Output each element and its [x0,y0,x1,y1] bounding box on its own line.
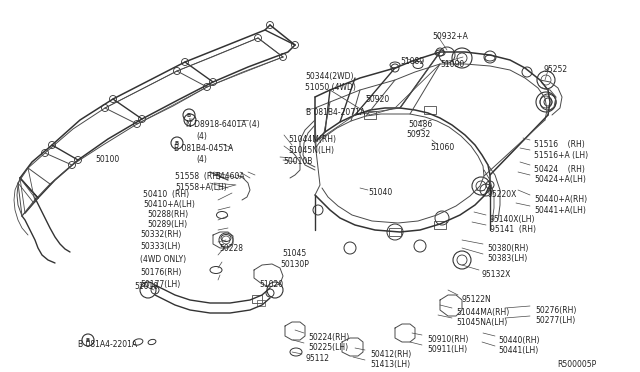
Text: (4): (4) [196,132,207,141]
Text: 51558  (RH): 51558 (RH) [175,172,221,181]
Text: 95122N: 95122N [462,295,492,304]
Text: 50441+A(LH): 50441+A(LH) [534,206,586,215]
Text: 50380(RH): 50380(RH) [487,244,529,253]
Text: N D8918-6401A (4): N D8918-6401A (4) [186,120,260,129]
Text: 50911(LH): 50911(LH) [427,345,467,354]
Text: 50486: 50486 [408,120,432,129]
Text: 50289(LH): 50289(LH) [147,220,187,229]
Text: 51045: 51045 [282,249,307,258]
Text: 51516    (RH): 51516 (RH) [534,140,585,149]
Text: 95132X: 95132X [482,270,511,279]
Text: 95112: 95112 [306,354,330,363]
Text: 50410+A(LH): 50410+A(LH) [143,200,195,209]
Text: 50441(LH): 50441(LH) [498,346,538,355]
Text: 50344(2WD): 50344(2WD) [305,72,353,81]
Text: 51050 (4WD): 51050 (4WD) [305,83,356,92]
Text: 95141  (RH): 95141 (RH) [490,225,536,234]
Bar [257,300,265,306]
Text: 51090: 51090 [440,60,464,69]
Text: 50412(RH): 50412(RH) [370,350,412,359]
Text: 50276(RH): 50276(RH) [535,306,577,315]
Text: 51045N(LH): 51045N(LH) [288,146,334,155]
Text: (4): (4) [196,155,207,164]
Text: 51413(LH): 51413(LH) [370,360,410,369]
Text: 51040: 51040 [368,188,392,197]
Bar [434,221,446,229]
Text: 50424+A(LH): 50424+A(LH) [534,175,586,184]
Text: B: B [175,141,179,145]
Text: 50100: 50100 [95,155,119,164]
Text: 95140X(LH): 95140X(LH) [490,215,536,224]
Text: B 081B4-0451A: B 081B4-0451A [174,144,233,153]
Bar [424,106,436,114]
Text: 50910(RH): 50910(RH) [427,335,468,344]
Text: 51020: 51020 [259,280,283,289]
Text: 50383(LH): 50383(LH) [487,254,527,263]
Text: 50130P: 50130P [280,260,309,269]
Text: 50010B: 50010B [283,157,312,166]
Text: 51516+A (LH): 51516+A (LH) [534,151,588,160]
Bar [364,111,376,119]
Text: 50920: 50920 [365,95,389,104]
Text: 51044M(RH): 51044M(RH) [288,135,336,144]
Text: 54460A: 54460A [215,172,244,181]
Text: 50424    (RH): 50424 (RH) [534,165,585,174]
Text: B: B [86,337,90,343]
Text: 51010: 51010 [134,282,158,291]
Text: 51044MA(RH): 51044MA(RH) [456,308,509,317]
Text: 50277(LH): 50277(LH) [535,316,575,325]
Text: 50440(RH): 50440(RH) [498,336,540,345]
Text: B 081A4-2201A: B 081A4-2201A [78,340,137,349]
Text: 51060: 51060 [430,143,454,152]
Text: 50288(RH): 50288(RH) [147,210,188,219]
Text: B: B [187,112,191,118]
Text: 50228: 50228 [219,244,243,253]
Text: 50176(RH): 50176(RH) [140,268,181,277]
Text: 50410  (RH): 50410 (RH) [143,190,189,199]
Text: 50177(LH): 50177(LH) [140,280,180,289]
Text: 50225(LH): 50225(LH) [308,343,348,352]
Text: B 081B4-2071A: B 081B4-2071A [306,108,365,117]
Bar [389,228,401,236]
Text: 51089: 51089 [400,57,424,66]
Bar [252,295,262,303]
Text: (4WD ONLY): (4WD ONLY) [140,255,186,264]
Text: 51558+A(LH): 51558+A(LH) [175,183,227,192]
Text: 95252: 95252 [543,65,567,74]
Text: 50932: 50932 [406,130,430,139]
Text: 50332(RH): 50332(RH) [140,230,181,239]
Text: 50440+A(RH): 50440+A(RH) [534,195,587,204]
Text: R500005P: R500005P [557,360,596,369]
Text: 50333(LH): 50333(LH) [140,242,180,251]
Text: 95220X: 95220X [488,190,517,199]
Text: 50224(RH): 50224(RH) [308,333,349,342]
Text: 51045NA(LH): 51045NA(LH) [456,318,508,327]
Text: N: N [188,118,192,122]
Text: 50932+A: 50932+A [432,32,468,41]
